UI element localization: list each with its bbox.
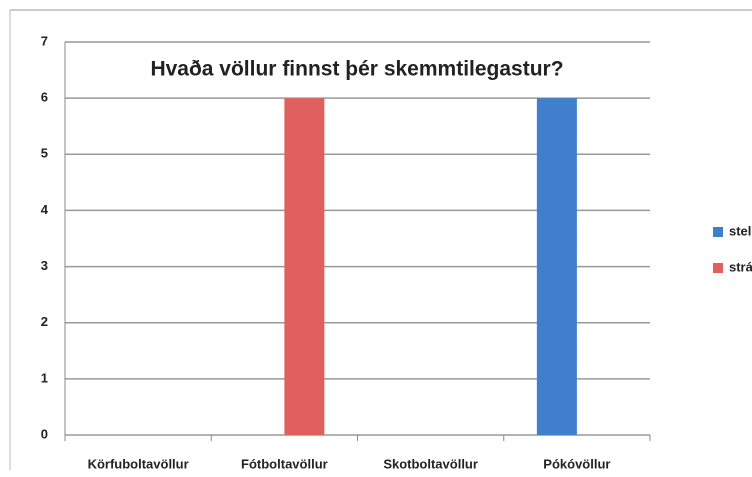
y-tick-label: 4: [41, 202, 49, 217]
y-tick-label: 5: [41, 146, 48, 161]
y-tick-label: 0: [41, 426, 48, 441]
y-tick-label: 6: [41, 90, 48, 105]
x-tick-label: Pókóvöllur: [543, 456, 610, 471]
y-tick-label: 2: [41, 314, 48, 329]
x-tick-label: Fótboltavöllur: [241, 456, 328, 471]
legend-label: strákar: [729, 259, 752, 274]
y-tick-label: 1: [41, 370, 48, 385]
y-tick-label: 7: [41, 33, 48, 48]
legend-swatch: [713, 263, 723, 273]
bar: [536, 98, 577, 436]
x-tick-label: Skotboltavöllur: [383, 456, 478, 471]
legend-label: stelpur: [729, 223, 752, 238]
y-tick-label: 3: [41, 258, 48, 273]
bar: [284, 98, 325, 436]
x-tick-label: Körfuboltavöllur: [88, 456, 189, 471]
legend-swatch: [713, 227, 723, 237]
chart-title: Hvaða völlur finnst þér skemmtilegastur?: [150, 58, 563, 81]
